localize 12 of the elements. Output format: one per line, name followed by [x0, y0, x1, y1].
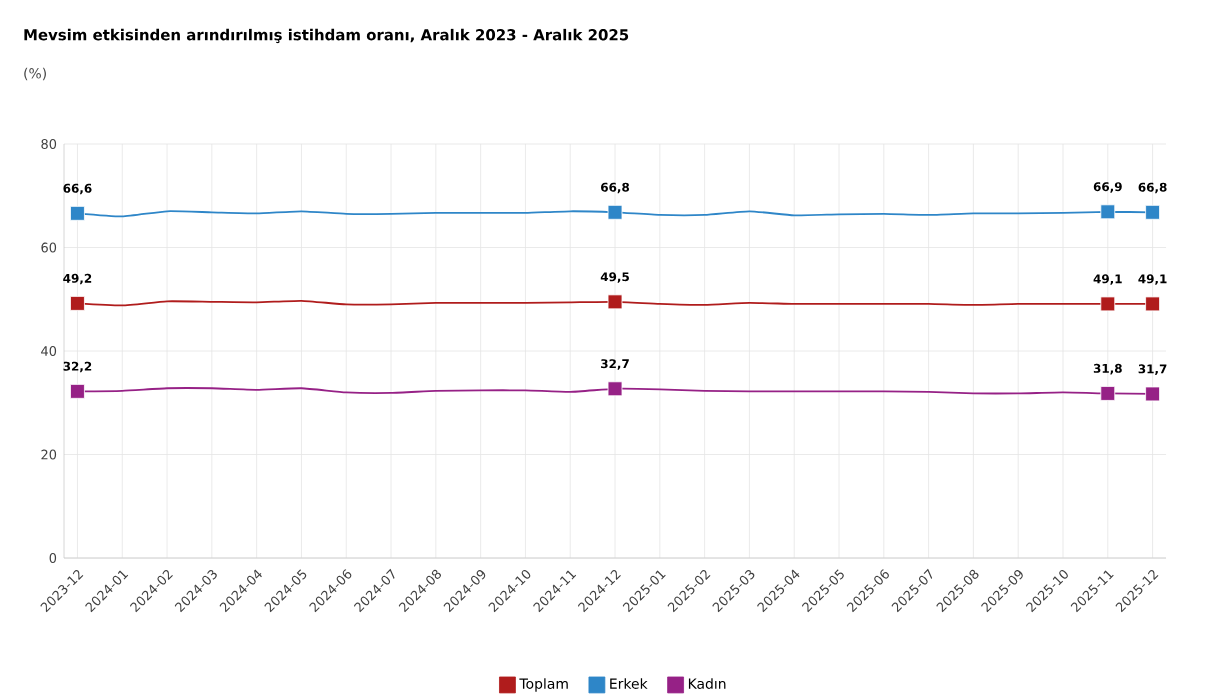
point — [1100, 204, 1116, 220]
point — [607, 294, 623, 310]
point — [70, 205, 85, 221]
point — [1145, 386, 1160, 402]
point — [607, 204, 623, 220]
point — [1145, 204, 1160, 220]
point — [70, 296, 85, 311]
point — [70, 383, 85, 399]
point — [607, 381, 623, 397]
point — [1100, 296, 1116, 312]
point — [1145, 296, 1160, 312]
point — [1100, 386, 1116, 401]
